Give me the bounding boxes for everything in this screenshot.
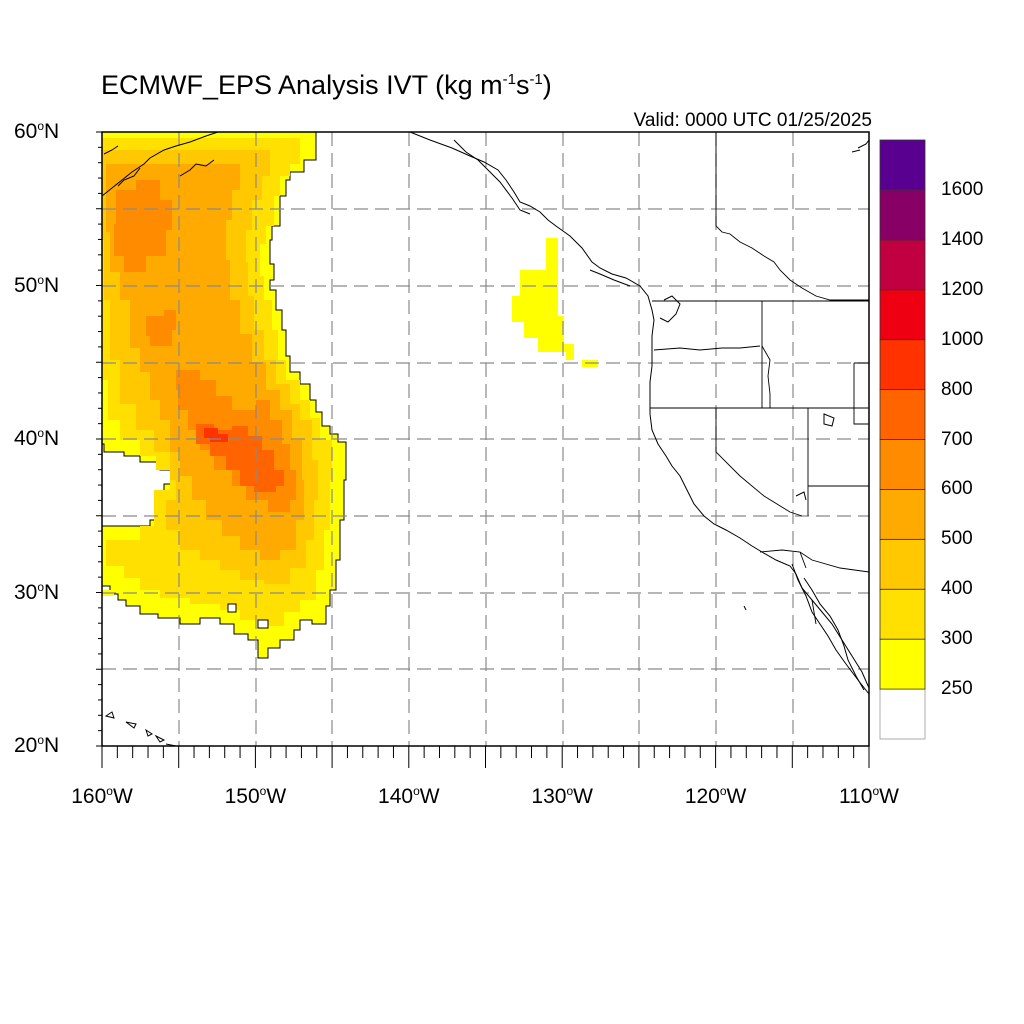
- ivt-contour-600: [114, 180, 172, 272]
- colorbar-label: 800: [941, 378, 973, 400]
- baja-peninsula: [791, 563, 869, 695]
- axis-ticks: [96, 131, 870, 768]
- colorbar-label: 250: [941, 678, 973, 700]
- colorbar-swatch: [879, 439, 926, 490]
- colorbar-swatch: [879, 139, 926, 191]
- lon-tick-label: 150oW: [224, 784, 287, 808]
- ivt-contour-250-offshore: [512, 238, 574, 360]
- north-america-coast: [409, 132, 869, 689]
- valid-time-label: Valid: 0000 UTC 01/25/2025: [633, 110, 872, 131]
- colorbar-label: 500: [941, 528, 973, 550]
- graticule: [102, 132, 869, 746]
- lat-tick-label: 50oN: [14, 272, 60, 297]
- lat-tick-label: 30oN: [14, 579, 60, 604]
- lon-tick-label: 160oW: [71, 784, 133, 808]
- colorbar-swatch: [879, 489, 926, 540]
- colorbar-label: 700: [941, 428, 973, 450]
- colorbar-label: 1600: [941, 178, 984, 200]
- colorbar-swatch: [879, 289, 926, 341]
- lon-tick-label: 130oW: [531, 784, 593, 808]
- coastlines: [102, 132, 869, 695]
- colorbar-swatch: [879, 239, 926, 291]
- political-borders: [650, 132, 869, 625]
- lat-tick-label: 20oN: [14, 733, 60, 757]
- colorbar-swatch: [879, 638, 926, 690]
- ivt-shading: [102, 132, 598, 659]
- colorbar-swatch: [879, 189, 926, 241]
- ivt-contour-600b: [146, 310, 176, 346]
- colorbar-swatch: [879, 588, 926, 640]
- colorbar-label: 1000: [941, 328, 984, 350]
- islands: [104, 413, 835, 746]
- alaska-coast: [102, 132, 219, 197]
- colorbar-label: 1200: [941, 278, 984, 300]
- colorbar: [879, 139, 926, 740]
- lon-tick-label: 120oW: [684, 784, 747, 808]
- lon-tick-label: 110oW: [839, 784, 899, 808]
- lat-tick-label: 40oN: [14, 426, 60, 450]
- colorbar-label: 300: [941, 628, 973, 650]
- colorbar-swatch: [879, 339, 926, 390]
- map-title: ECMWF_EPS Analysis IVT (kg m-1s-1): [101, 70, 552, 100]
- lat-tick-label: 60oN: [14, 119, 60, 143]
- colorbar-swatch: [879, 688, 926, 740]
- colorbar-swatch: [879, 538, 926, 590]
- colorbar-label: 600: [941, 478, 973, 500]
- colorbar-label: 1400: [941, 228, 984, 250]
- lon-tick-label: 140oW: [378, 784, 440, 808]
- colorbar-label: 400: [941, 578, 973, 600]
- colorbar-swatch: [879, 389, 926, 440]
